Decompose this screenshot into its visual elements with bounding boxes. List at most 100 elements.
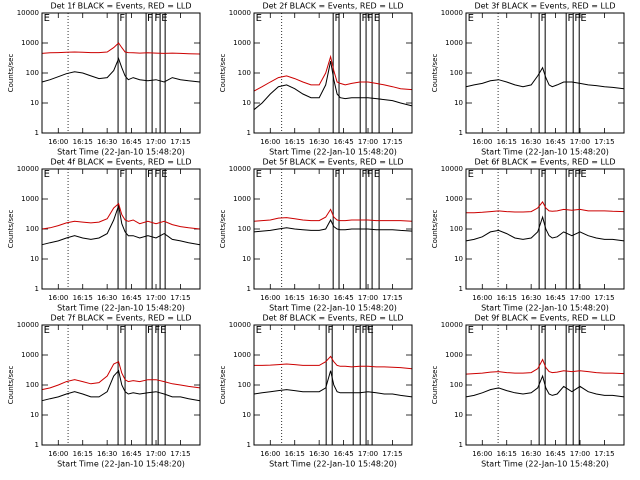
annotation: F: [334, 13, 340, 24]
annotation: F: [567, 325, 573, 336]
annotation: F: [154, 13, 160, 24]
y-axis-label: Counts/sec: [431, 54, 439, 93]
x-tick-label: 17:00: [358, 294, 378, 302]
y-tick-label: 1000: [445, 351, 463, 359]
x-tick-label: 16:45: [545, 138, 565, 146]
x-tick-label: 17:15: [170, 138, 190, 146]
y-axis-label: Counts/sec: [7, 54, 15, 93]
x-tick-label: 16:00: [48, 450, 68, 458]
plot-frame: [41, 324, 201, 446]
x-tick-label: 17:00: [570, 450, 590, 458]
x-tick-label: 16:30: [521, 294, 541, 302]
x-tick-label: 16:30: [97, 294, 117, 302]
annotation: F: [567, 169, 573, 180]
series-line: [41, 202, 201, 230]
panel: Det 2f BLACK = Events, RED = LLD Start Ti…: [219, 2, 413, 157]
y-tick-label: 10: [454, 99, 463, 107]
y-tick-label: 1: [247, 285, 251, 293]
y-tick-label: 1000: [445, 195, 463, 203]
x-axis-label: Start Time (22-Jan-10 15:48:20): [57, 460, 185, 469]
panel: Det 3f BLACK = Events, RED = LLD Start Ti…: [431, 2, 625, 157]
panel: Det 4f BLACK = Events, RED = LLD Start Ti…: [7, 158, 201, 313]
series-line: [465, 358, 625, 375]
y-tick-label: 100: [26, 225, 39, 233]
plot-frame: [465, 12, 625, 134]
annotation: F: [355, 325, 361, 336]
y-tick-label: 10000: [441, 321, 463, 329]
y-tick-label: 1: [35, 129, 39, 137]
panel: Det 7f BLACK = Events, RED = LLD Start Ti…: [7, 314, 201, 469]
x-tick-label: 17:00: [570, 138, 590, 146]
y-tick-label: 10000: [17, 321, 39, 329]
x-tick-label: 16:30: [521, 450, 541, 458]
x-axis-label: Start Time (22-Jan-10 15:48:20): [57, 304, 185, 313]
x-tick-label: 16:15: [73, 294, 93, 302]
x-axis-label: Start Time (22-Jan-10 15:48:20): [269, 148, 397, 157]
x-tick-label: 16:15: [285, 294, 305, 302]
y-tick-label: 1: [459, 441, 463, 449]
y-axis-label: Counts/sec: [219, 366, 227, 405]
annotation: E: [580, 325, 586, 336]
x-tick-label: 16:00: [472, 450, 492, 458]
panel-title: Det 1f BLACK = Events, RED = LLD: [50, 2, 191, 11]
y-tick-label: 100: [450, 381, 463, 389]
annotation: E: [161, 13, 167, 24]
y-tick-label: 10000: [441, 9, 463, 17]
annotation: E: [160, 325, 166, 336]
y-tick-label: 1: [459, 129, 463, 137]
annotation: E: [161, 169, 167, 180]
x-tick-label: 17:15: [170, 450, 190, 458]
y-tick-label: 1: [35, 285, 39, 293]
y-tick-label: 1: [247, 129, 251, 137]
plot-frame: [253, 168, 413, 290]
series-line: [253, 60, 413, 111]
x-axis-label: Start Time (22-Jan-10 15:48:20): [481, 304, 609, 313]
x-tick-label: 16:15: [73, 450, 93, 458]
y-tick-label: 10000: [441, 165, 463, 173]
plot-frame: [465, 324, 625, 446]
panel-title: Det 4f BLACK = Events, RED = LLD: [50, 158, 191, 167]
x-tick-label: 16:00: [48, 138, 68, 146]
y-tick-label: 1000: [21, 195, 39, 203]
annotation: E: [44, 169, 50, 180]
y-tick-label: 100: [238, 69, 251, 77]
x-tick-label: 17:15: [382, 138, 402, 146]
series-line: [41, 369, 201, 402]
x-tick-label: 16:45: [545, 294, 565, 302]
plot-frame: [253, 324, 413, 446]
series-line: [466, 200, 625, 214]
y-tick-label: 10: [30, 99, 39, 107]
y-tick-label: 10: [242, 255, 251, 263]
x-tick-label: 16:30: [521, 138, 541, 146]
plot-frame: [253, 12, 413, 134]
y-tick-label: 10000: [17, 165, 39, 173]
x-tick-label: 17:00: [358, 138, 378, 146]
annotation: F: [119, 325, 125, 336]
annotation: F: [154, 325, 160, 336]
annotation: F: [367, 169, 373, 180]
series-line: [41, 57, 201, 83]
y-tick-label: 100: [26, 381, 39, 389]
x-tick-label: 16:30: [309, 138, 329, 146]
x-tick-label: 16:00: [48, 294, 68, 302]
annotation: F: [574, 325, 580, 336]
x-tick-label: 17:15: [594, 450, 614, 458]
x-tick-label: 16:00: [260, 450, 280, 458]
panel-title: Det 6f BLACK = Events, RED = LLD: [474, 158, 615, 167]
x-axis-label: Start Time (22-Jan-10 15:48:20): [269, 460, 397, 469]
x-tick-label: 16:45: [333, 294, 353, 302]
x-tick-label: 17:00: [146, 450, 166, 458]
y-tick-label: 1000: [21, 39, 39, 47]
annotation: E: [367, 325, 373, 336]
annotation: F: [540, 169, 546, 180]
x-axis-label: Start Time (22-Jan-10 15:48:20): [481, 460, 609, 469]
y-axis-label: Counts/sec: [219, 54, 227, 93]
series-line: [253, 208, 413, 222]
panel-title: Det 7f BLACK = Events, RED = LLD: [50, 314, 191, 323]
series-line: [465, 215, 625, 242]
y-tick-label: 100: [450, 69, 463, 77]
x-tick-label: 17:00: [146, 294, 166, 302]
x-axis-label: Start Time (22-Jan-10 15:48:20): [57, 148, 185, 157]
annotation: F: [327, 325, 333, 336]
annotation: F: [574, 13, 580, 24]
